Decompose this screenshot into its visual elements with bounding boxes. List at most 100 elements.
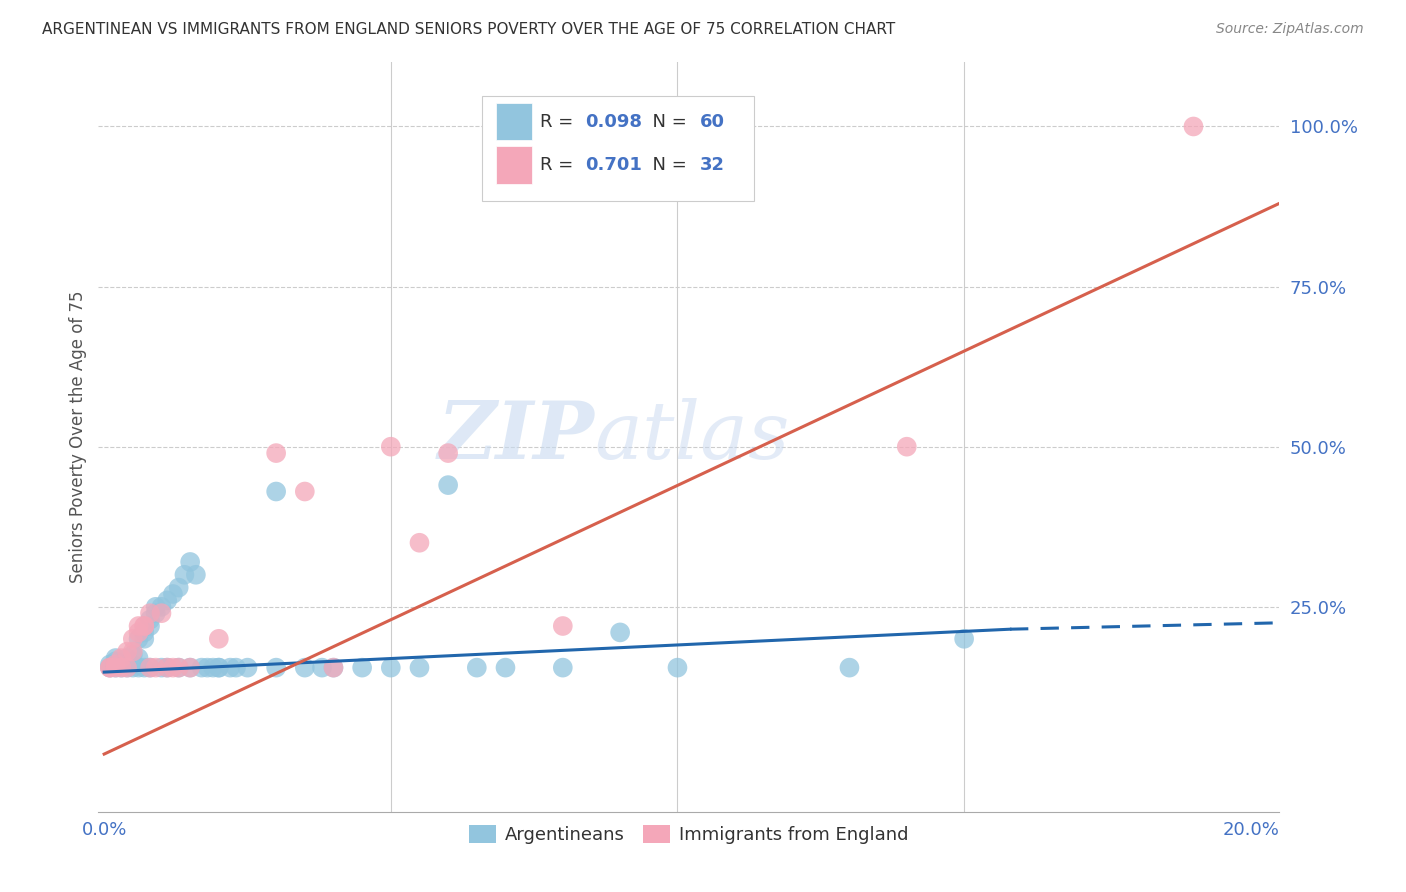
Point bbox=[162, 587, 184, 601]
Point bbox=[236, 660, 259, 674]
Point bbox=[110, 660, 132, 674]
Point bbox=[139, 660, 162, 674]
Point bbox=[139, 619, 162, 633]
Point bbox=[145, 606, 167, 620]
FancyBboxPatch shape bbox=[496, 146, 531, 184]
Point bbox=[208, 660, 231, 674]
Point bbox=[179, 660, 201, 674]
Point bbox=[98, 660, 121, 674]
Point bbox=[128, 619, 150, 633]
Point bbox=[179, 555, 201, 569]
Point bbox=[838, 660, 860, 674]
Point bbox=[98, 657, 121, 672]
Text: 60: 60 bbox=[700, 112, 724, 130]
Point bbox=[156, 593, 179, 607]
Point bbox=[134, 619, 156, 633]
Legend: Argentineans, Immigrants from England: Argentineans, Immigrants from England bbox=[463, 818, 915, 851]
Point bbox=[208, 632, 231, 646]
Point bbox=[953, 632, 976, 646]
Point bbox=[134, 632, 156, 646]
Point bbox=[167, 660, 190, 674]
Point bbox=[104, 654, 127, 668]
Point bbox=[162, 660, 184, 674]
Point bbox=[322, 660, 344, 674]
Point bbox=[437, 478, 460, 492]
Point bbox=[121, 632, 143, 646]
Point bbox=[104, 660, 127, 674]
Point bbox=[115, 660, 138, 674]
Point bbox=[173, 567, 195, 582]
Point bbox=[145, 599, 167, 614]
Point bbox=[150, 606, 173, 620]
Point bbox=[115, 651, 138, 665]
Text: N =: N = bbox=[641, 112, 692, 130]
Point bbox=[208, 660, 231, 674]
Point bbox=[150, 660, 173, 674]
Y-axis label: Seniors Poverty Over the Age of 75: Seniors Poverty Over the Age of 75 bbox=[69, 291, 87, 583]
Point bbox=[380, 660, 402, 674]
Point bbox=[110, 651, 132, 665]
Point bbox=[495, 660, 517, 674]
Point bbox=[1182, 120, 1205, 134]
Point bbox=[104, 660, 127, 674]
Point bbox=[115, 657, 138, 672]
Point bbox=[98, 660, 121, 674]
FancyBboxPatch shape bbox=[496, 103, 531, 140]
Text: R =: R = bbox=[540, 112, 579, 130]
Point bbox=[167, 581, 190, 595]
Point bbox=[139, 660, 162, 674]
Point bbox=[264, 484, 287, 499]
Point bbox=[352, 660, 374, 674]
Point bbox=[322, 660, 344, 674]
Point bbox=[128, 651, 150, 665]
FancyBboxPatch shape bbox=[482, 96, 754, 201]
Point bbox=[104, 657, 127, 672]
Point bbox=[121, 648, 143, 662]
Point bbox=[150, 599, 173, 614]
Point bbox=[115, 645, 138, 659]
Point bbox=[195, 660, 218, 674]
Text: N =: N = bbox=[641, 156, 692, 174]
Point bbox=[139, 606, 162, 620]
Point bbox=[294, 660, 316, 674]
Text: atlas: atlas bbox=[595, 399, 790, 475]
Point bbox=[121, 660, 143, 674]
Point bbox=[465, 660, 488, 674]
Point bbox=[98, 660, 121, 674]
Point bbox=[609, 625, 631, 640]
Point bbox=[115, 660, 138, 674]
Point bbox=[128, 625, 150, 640]
Point bbox=[225, 660, 247, 674]
Point bbox=[408, 535, 430, 549]
Text: 0.098: 0.098 bbox=[585, 112, 643, 130]
Point bbox=[110, 657, 132, 672]
Point bbox=[156, 660, 179, 674]
Point bbox=[110, 660, 132, 674]
Point bbox=[184, 567, 207, 582]
Point bbox=[190, 660, 212, 674]
Point bbox=[134, 619, 156, 633]
Point bbox=[437, 446, 460, 460]
Point bbox=[179, 660, 201, 674]
Point bbox=[104, 651, 127, 665]
Text: ZIP: ZIP bbox=[437, 399, 595, 475]
Point bbox=[134, 660, 156, 674]
Point bbox=[311, 660, 333, 674]
Point bbox=[666, 660, 689, 674]
Point bbox=[128, 632, 150, 646]
Point bbox=[551, 619, 574, 633]
Point bbox=[408, 660, 430, 674]
Text: ARGENTINEAN VS IMMIGRANTS FROM ENGLAND SENIORS POVERTY OVER THE AGE OF 75 CORREL: ARGENTINEAN VS IMMIGRANTS FROM ENGLAND S… bbox=[42, 22, 896, 37]
Text: 0.701: 0.701 bbox=[585, 156, 643, 174]
Point bbox=[219, 660, 242, 674]
Point bbox=[128, 660, 150, 674]
Point bbox=[551, 660, 574, 674]
Point bbox=[156, 660, 179, 674]
Text: R =: R = bbox=[540, 156, 579, 174]
Point bbox=[134, 625, 156, 640]
Point bbox=[294, 484, 316, 499]
Point bbox=[110, 657, 132, 672]
Point bbox=[896, 440, 918, 454]
Point bbox=[380, 440, 402, 454]
Point bbox=[202, 660, 225, 674]
